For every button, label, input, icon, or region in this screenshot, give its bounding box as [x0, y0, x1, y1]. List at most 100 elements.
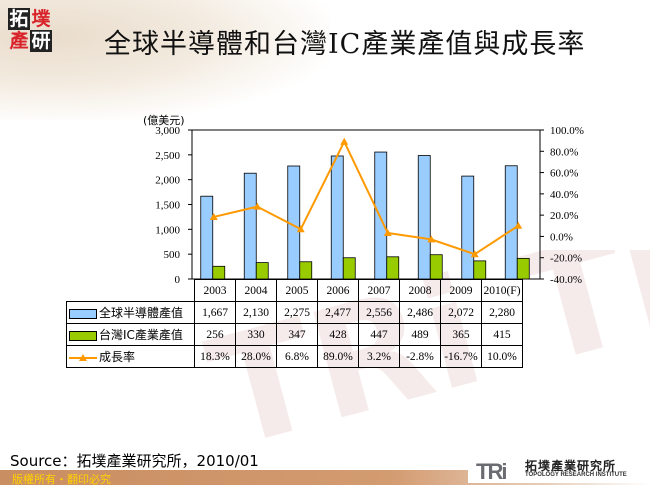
growth-rate-marker	[253, 202, 262, 210]
bar-taiwan-ic	[255, 262, 269, 280]
table-cell: 347	[276, 323, 318, 346]
bar-taiwan-ic	[342, 257, 356, 280]
growth-rate-line	[213, 139, 519, 256]
table-header-row: 2003 2004 2005 2006 2007 2008 2009 2010(…	[66, 279, 523, 302]
combo-chart: 3,0002,5002,0001,5001,0005000100.0%80.0%…	[155, 125, 584, 286]
year-header: 2007	[358, 279, 400, 302]
table-cell: -16.7%	[440, 345, 482, 368]
copyright-notice: 版權所有・翻印必究	[12, 473, 111, 486]
left-axis-tick-label: 2,000	[155, 175, 180, 187]
year-header: 2010(F)	[481, 279, 523, 302]
table-cell: 447	[358, 323, 400, 346]
logo-char: 產	[9, 30, 29, 52]
growth-rate-marker	[427, 235, 436, 243]
right-axis-tick-label: 60.0%	[550, 168, 578, 180]
right-axis-tick-label: 100.0%	[550, 125, 584, 137]
series-label: 全球半導體產值	[99, 306, 184, 320]
table-cell: 28.0%	[235, 345, 277, 368]
table-cell: 89.0%	[317, 345, 359, 368]
growth-rate-marker	[296, 225, 305, 233]
table-cell: 18.3%	[194, 345, 236, 368]
table-cell: 415	[481, 323, 523, 346]
right-axis-tick-label: -40.0%	[550, 274, 582, 286]
growth-rate-marker	[470, 250, 479, 258]
brand-logo: 拓 墣 產 研	[8, 8, 54, 52]
growth-rate-marker	[209, 212, 218, 220]
legend-taiwan-ic: 台灣IC產業產值	[66, 323, 195, 346]
source-note: Source：拓墣產業研究所，2010/01	[10, 452, 259, 470]
bar-taiwan-ic	[386, 256, 400, 280]
table-row: 成長率 18.3% 28.0% 6.8% 89.0% 3.2% -2.8% -1…	[66, 345, 523, 368]
bar-global-semiconductor	[330, 155, 344, 280]
year-header: 2009	[440, 279, 482, 302]
right-axis-tick-label: -20.0%	[550, 253, 582, 265]
chart-data-table: 2003 2004 2005 2006 2007 2008 2009 2010(…	[66, 279, 523, 368]
logo-char: 拓	[8, 8, 30, 30]
table-cell: 6.8%	[276, 345, 318, 368]
orange-line-marker-icon	[69, 353, 97, 362]
bar-taiwan-ic	[299, 261, 313, 280]
table-cell: 2,072	[440, 301, 482, 324]
left-axis-tick-label: 1,500	[155, 200, 180, 212]
year-header: 2006	[317, 279, 359, 302]
bar-global-semiconductor	[504, 165, 518, 280]
right-axis-tick-label: 0.0%	[550, 231, 573, 243]
green-bar-swatch-icon	[69, 330, 97, 341]
table-cell: -2.8%	[399, 345, 441, 368]
bar-taiwan-ic	[429, 254, 443, 280]
right-axis-tick-label: 80.0%	[550, 146, 578, 158]
right-axis-tick-label: 40.0%	[550, 189, 578, 201]
left-axis-tick-label: 2,500	[155, 150, 180, 162]
table-row: 全球半導體產值 1,667 2,130 2,275 2,477 2,556 2,…	[66, 301, 523, 324]
bar-taiwan-ic	[516, 257, 530, 280]
year-header: 2004	[235, 279, 277, 302]
logo-char: 墣	[31, 8, 51, 30]
page-title: 全球半導體和台灣IC產業產值與成長率	[104, 29, 586, 60]
right-axis-tick-label: 20.0%	[550, 210, 578, 222]
bar-global-semiconductor	[417, 155, 431, 280]
bar-global-semiconductor	[200, 195, 214, 280]
table-cell: 2,477	[317, 301, 359, 324]
table-cell: 2,486	[399, 301, 441, 324]
table-cell: 1,667	[194, 301, 236, 324]
table-cell: 256	[194, 323, 236, 346]
institute-name-cn: 拓墣產業研究所	[525, 459, 617, 473]
growth-rate-marker	[340, 137, 349, 145]
growth-rate-marker	[383, 229, 392, 237]
legend-global-semiconductor: 全球半導體產值	[66, 301, 195, 324]
table-cell: 428	[317, 323, 359, 346]
institute-name-en: TOPOLOGY RESEARCH INSTITUTE	[525, 472, 627, 478]
series-label: 成長率	[99, 350, 136, 364]
table-cell: 2,275	[276, 301, 318, 324]
table-cell: 330	[235, 323, 277, 346]
bar-global-semiconductor	[243, 172, 257, 280]
left-axis-unit: (億美元)	[143, 114, 185, 127]
left-axis-tick-label: 1,000	[155, 224, 180, 236]
year-header: 2003	[194, 279, 236, 302]
table-cell: 3.2%	[358, 345, 400, 368]
table-cell: 365	[440, 323, 482, 346]
year-header: 2005	[276, 279, 318, 302]
legend-growth-rate: 成長率	[66, 345, 195, 368]
growth-rate-marker	[514, 221, 523, 229]
table-cell: 489	[399, 323, 441, 346]
left-axis-tick-label: 3,000	[155, 125, 180, 137]
table-cell: 2,556	[358, 301, 400, 324]
table-corner	[66, 279, 195, 302]
institute-logo: TRi 拓墣產業研究所 TOPOLOGY RESEARCH INSTITUTE	[468, 455, 648, 484]
series-label: 台灣IC產業產值	[99, 328, 183, 342]
bar-taiwan-ic	[473, 260, 487, 280]
background-map	[0, 0, 330, 120]
logo-char: 研	[30, 30, 52, 52]
bar-global-semiconductor	[374, 151, 388, 280]
left-axis-tick-label: 500	[164, 249, 181, 261]
table-cell: 10.0%	[481, 345, 523, 368]
table-cell: 2,280	[481, 301, 523, 324]
table-cell: 2,130	[235, 301, 277, 324]
year-header: 2008	[399, 279, 441, 302]
tri-logo-mark: TRi	[476, 459, 507, 484]
blue-bar-swatch-icon	[69, 308, 97, 319]
bar-global-semiconductor	[461, 175, 475, 280]
table-row: 台灣IC產業產值 256 330 347 428 447 489 365 415	[66, 323, 523, 346]
bar-taiwan-ic	[212, 265, 226, 280]
